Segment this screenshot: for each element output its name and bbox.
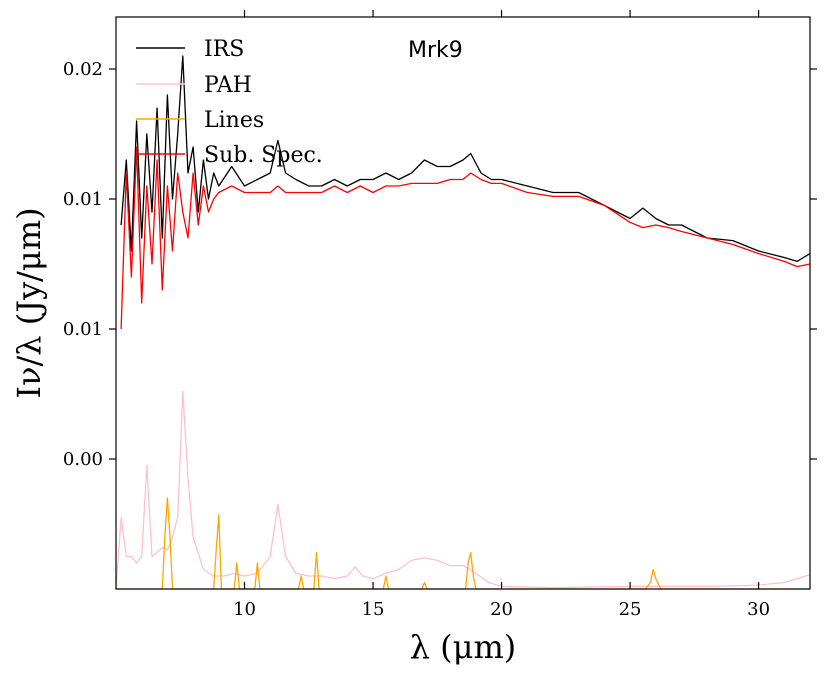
legend-label-irs: IRS: [204, 37, 244, 62]
series-line-irs: [120, 55, 811, 263]
annotation-mrk9: Mrk9: [408, 38, 463, 63]
x-tick-label: 15: [362, 599, 385, 620]
legend-label-subspec: Sub. Spec.: [204, 143, 323, 168]
series-layer: [115, 55, 811, 590]
y-axis-title: Iν/λ (Jy/μm): [10, 207, 48, 398]
y-tick-label: 0.02: [63, 59, 103, 80]
plot-background: [116, 17, 810, 589]
legend-label-lines: Lines: [204, 108, 264, 133]
y-tick-label: 0.01: [63, 189, 103, 210]
y-tick-label: 0.01: [63, 319, 103, 340]
series-line-pah: [115, 390, 811, 590]
x-tick-label: 10: [233, 599, 256, 620]
series-line-sub-spec: [120, 146, 811, 330]
plot-frame: [115, 16, 811, 590]
x-tick-label: 20: [490, 599, 513, 620]
x-axis-title: λ (μm): [410, 628, 517, 666]
y-tick-label: 0.00: [63, 449, 103, 470]
legend: IRS PAH Lines Sub. Spec.: [136, 37, 323, 168]
legend-label-pah: PAH: [204, 73, 252, 98]
x-tick-label: 25: [619, 599, 642, 620]
x-tick-label: 30: [747, 599, 770, 620]
x-ticks: 10 15 20 25 30: [233, 10, 770, 620]
y-ticks: 0.00 0.01 0.01 0.02: [63, 59, 817, 470]
